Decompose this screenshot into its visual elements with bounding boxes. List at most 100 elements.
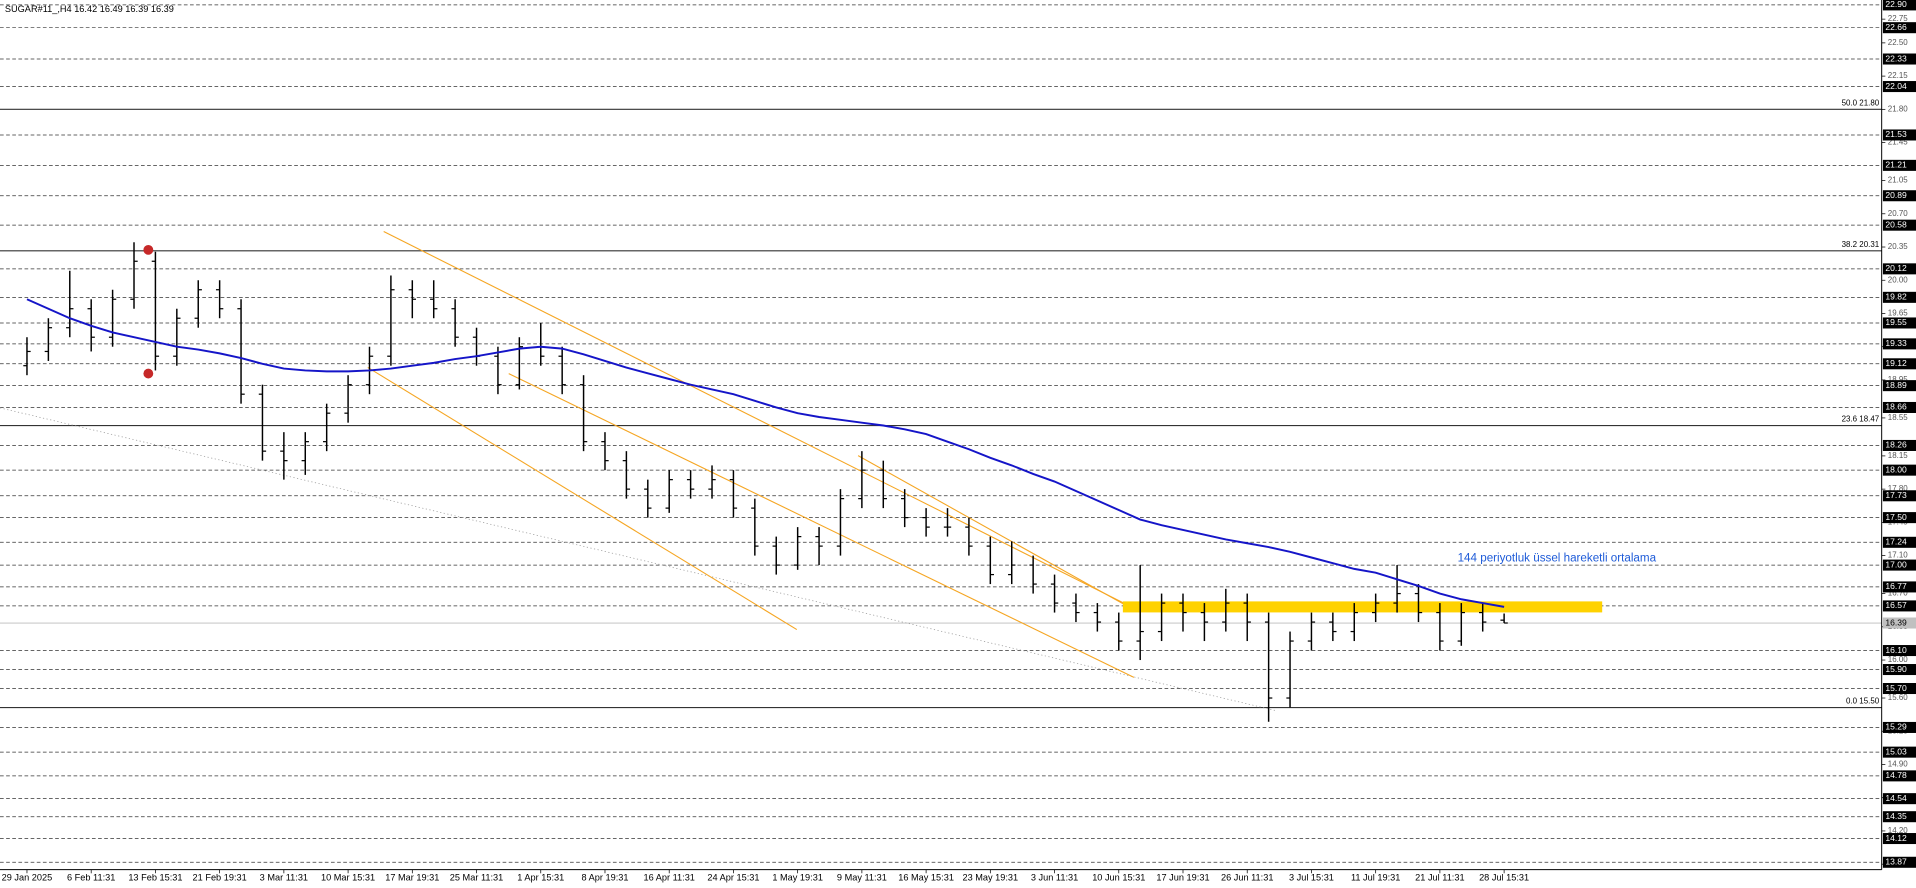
level-label: 18.00 <box>1885 464 1907 474</box>
channel-line <box>367 366 798 631</box>
level-label-box <box>1882 129 1916 141</box>
x-tick-label: 3 Mar 11:31 <box>260 873 308 883</box>
level-label-box <box>1882 317 1916 329</box>
x-tick-label: 10 Mar 15:31 <box>321 873 375 883</box>
x-tick-label: 26 Jun 11:31 <box>1221 873 1273 883</box>
y-tick-label: 17.80 <box>1888 484 1908 493</box>
level-label-box <box>1882 263 1916 275</box>
level-label-box <box>1882 770 1916 782</box>
x-tick-label: 10 Jun 15:31 <box>1092 873 1145 883</box>
x-tick-label: 1 May 19:31 <box>772 873 823 883</box>
level-label: 19.55 <box>1885 317 1907 327</box>
level-label: 15.70 <box>1885 683 1907 693</box>
level-label: 18.89 <box>1885 380 1907 390</box>
level-label-box <box>1882 159 1916 171</box>
level-label: 19.33 <box>1885 338 1907 348</box>
current-price-box <box>1882 617 1916 629</box>
level-label-box <box>1882 536 1916 548</box>
level-label: 22.90 <box>1885 0 1907 9</box>
level-label: 16.77 <box>1885 581 1907 591</box>
level-label-box <box>1882 746 1916 758</box>
annotation: 144 periyotluk üssel hareketli ortalama <box>1458 552 1657 565</box>
x-tick-label: 25 Mar 11:31 <box>450 873 503 883</box>
marker <box>143 244 154 255</box>
level-label-box <box>1882 380 1916 392</box>
x-tick-label: 1 Apr 15:31 <box>517 873 564 883</box>
level-label: 18.26 <box>1885 440 1907 450</box>
x-tick-label: 16 Apr 11:31 <box>643 873 694 883</box>
level-label: 21.53 <box>1885 129 1907 139</box>
level-label: 15.03 <box>1885 746 1907 756</box>
y-tick-label: 22.15 <box>1888 71 1908 80</box>
level-label: 21.21 <box>1885 160 1907 170</box>
plot <box>23 242 1508 722</box>
x-tick-label: 16 May 15:31 <box>898 873 954 883</box>
fib-label: 38.2 20.31 <box>1842 240 1880 249</box>
level-label-box <box>1882 464 1916 476</box>
y-tick-label: 21.05 <box>1888 176 1908 185</box>
level-label-box <box>1882 721 1916 733</box>
y-tick-label: 16.70 <box>1888 589 1908 598</box>
levels <box>0 4 1882 863</box>
level-label: 20.12 <box>1885 263 1907 273</box>
level-label-box <box>1882 645 1916 657</box>
y-tick-label: 18.95 <box>1888 375 1908 384</box>
level-label-box <box>1882 81 1916 93</box>
marker <box>143 368 154 379</box>
y-tick-label: 21.45 <box>1888 138 1908 147</box>
fib-label: 50.0 21.80 <box>1842 98 1880 107</box>
level-label-box <box>1882 600 1916 612</box>
level-label: 22.33 <box>1885 53 1907 63</box>
y-tick-label: 17.10 <box>1888 551 1908 560</box>
y-tick-label: 16.00 <box>1888 655 1908 664</box>
level-label-box <box>1882 683 1916 695</box>
y-tick-label: 20.70 <box>1888 209 1908 218</box>
level-label: 14.54 <box>1885 793 1907 803</box>
x-tick-label: 29 Jan 2025 <box>2 873 53 883</box>
y-tick-label: 22.50 <box>1888 38 1908 47</box>
y-tick-label: 20.35 <box>1888 242 1908 251</box>
level-label-box <box>1882 793 1916 805</box>
y-tick-label: 18.15 <box>1888 451 1908 460</box>
x-tick-label: 3 Jul 15:31 <box>1289 873 1334 883</box>
y-tick-label: 14.20 <box>1888 826 1908 835</box>
level-label: 17.00 <box>1885 559 1907 569</box>
x-tick-label: 21 Jul 11:31 <box>1415 873 1464 883</box>
level-label-box <box>1882 581 1916 593</box>
fib-label: 0.0 15.50 <box>1846 697 1880 706</box>
y-tick-label: 14.90 <box>1888 760 1908 769</box>
y-tick-label: 19.65 <box>1888 309 1908 318</box>
y-tick-label: 22.75 <box>1888 14 1908 23</box>
fib-label: 23.6 18.47 <box>1842 415 1880 424</box>
level-label-box <box>1882 439 1916 451</box>
level-label: 16.57 <box>1885 600 1907 610</box>
ema-line <box>26 298 1505 608</box>
level-label: 22.66 <box>1885 22 1907 32</box>
level-label: 19.12 <box>1885 358 1907 368</box>
x-tick-label: 24 Apr 15:31 <box>707 873 759 883</box>
level-label-box <box>1882 664 1916 676</box>
level-label-box <box>1882 291 1916 303</box>
level-label-box <box>1882 358 1916 370</box>
channel-line <box>857 455 1126 606</box>
level-label: 14.12 <box>1885 833 1907 843</box>
level-label: 15.29 <box>1885 722 1907 732</box>
level-label-box <box>1882 0 1916 11</box>
y-tick-label: 18.55 <box>1888 413 1908 422</box>
x-tick-label: 13 Feb 15:31 <box>128 873 182 883</box>
y-tick-label: 20.00 <box>1888 275 1908 284</box>
level-label: 17.73 <box>1885 490 1907 500</box>
level-label-box <box>1882 490 1916 502</box>
x-tick-label: 8 Apr 19:31 <box>581 873 628 883</box>
level-label-box <box>1882 811 1916 823</box>
trend-line <box>0 407 1275 711</box>
level-label: 17.50 <box>1885 512 1907 522</box>
level-label: 13.87 <box>1885 857 1907 867</box>
level-label: 19.82 <box>1885 292 1907 302</box>
level-label-box <box>1882 338 1916 350</box>
y-tick-label: 21.80 <box>1888 104 1908 113</box>
channel <box>367 230 1135 678</box>
